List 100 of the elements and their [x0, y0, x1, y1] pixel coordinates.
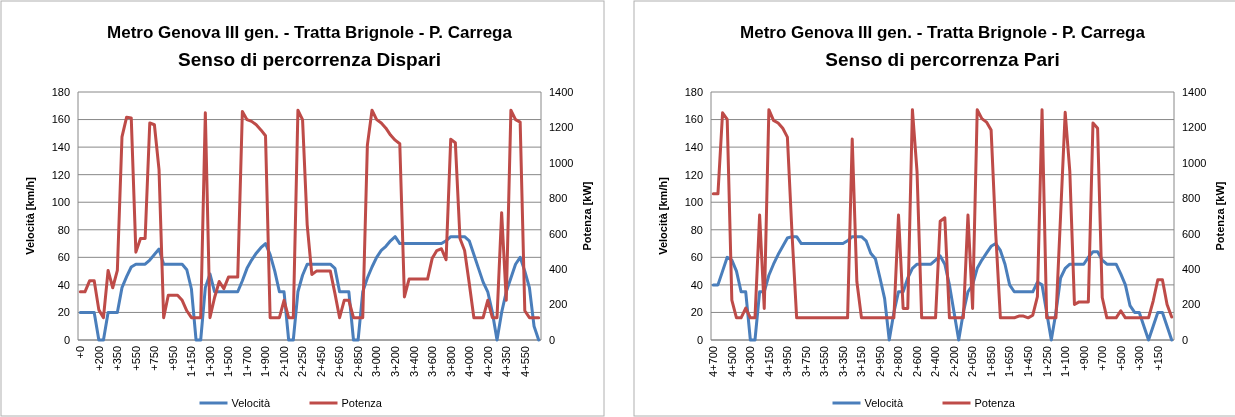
x-tick-label: 1+250 — [1040, 346, 1053, 377]
line-series — [78, 108, 541, 320]
y-tick-label: 120 — [51, 168, 70, 181]
x-tick-label: 2+250 — [296, 346, 309, 377]
y-tick-label: 180 — [51, 85, 70, 98]
y2-tick-label: 800 — [549, 192, 568, 205]
y2-tick-label: 0 — [1182, 333, 1189, 346]
y-tick-label: 140 — [684, 140, 703, 153]
y2-tick-label: 0 — [549, 333, 556, 346]
x-tick-label: 2+200 — [947, 346, 960, 377]
x-tick-label: 4+500 — [725, 346, 738, 377]
x-tick-label: 2+850 — [351, 346, 364, 377]
x-tick-label: 3+550 — [818, 346, 831, 377]
x-tick-label: 3+950 — [781, 346, 794, 377]
x-tick-label: 3+350 — [836, 346, 849, 377]
x-tick-label: +150 — [1151, 346, 1164, 371]
y2-tick-label: 1200 — [1182, 121, 1207, 134]
x-tick-label: 2+800 — [892, 346, 905, 377]
legend-label: Potenza — [341, 396, 383, 409]
x-tick-label: 2+950 — [873, 346, 886, 377]
y2-tick-label: 400 — [549, 262, 568, 275]
y2-axis-title: Potenza [kW] — [581, 181, 593, 251]
y-axis-title: Velocità [km/h] — [24, 176, 36, 255]
x-tick-label: 4+000 — [463, 346, 476, 377]
y2-tick-label: 800 — [1182, 192, 1201, 205]
y-tick-label: 0 — [63, 333, 70, 346]
x-tick-label: 4+150 — [762, 346, 775, 377]
x-tick-label: 1+700 — [240, 346, 253, 377]
chart-subtitle: Senso di percorrenza Dispari — [178, 49, 441, 70]
x-tick-label: 2+650 — [333, 346, 346, 377]
x-tick-label: +700 — [1096, 346, 1109, 371]
y-axis-title: Velocità [km/h] — [657, 176, 669, 255]
x-tick-label: +350 — [111, 346, 124, 371]
y-tick-label: 60 — [57, 251, 70, 264]
x-tick-label: +950 — [166, 346, 179, 371]
x-tick-label: 2+450 — [314, 346, 327, 377]
line-series — [711, 108, 1174, 320]
y2-tick-label: 600 — [1182, 227, 1201, 240]
y-tick-label: 20 — [690, 306, 703, 319]
y-tick-label: 120 — [684, 168, 703, 181]
x-tick-label: 1+850 — [984, 346, 997, 377]
y-tick-label: 80 — [690, 223, 703, 236]
x-tick-label: 3+800 — [444, 346, 457, 377]
x-tick-label: 3+200 — [389, 346, 402, 377]
y2-axis-title: Potenza [kW] — [1214, 181, 1226, 251]
x-tick-label: +300 — [1133, 346, 1146, 371]
y2-tick-label: 200 — [1182, 298, 1201, 311]
y2-tick-label: 1000 — [1182, 156, 1207, 169]
chart-subtitle: Senso di percorrenza Pari — [825, 49, 1060, 70]
y2-tick-label: 1400 — [549, 85, 574, 98]
x-tick-label: 2+600 — [910, 346, 923, 377]
chart-title: Metro Genova III gen. - Tratta Brignole - P. Carrega — [740, 23, 1146, 42]
x-tick-label: +550 — [129, 346, 142, 371]
x-tick-label: 2+050 — [966, 346, 979, 377]
x-tick-label: 4+700 — [707, 346, 720, 377]
y-tick-label: 60 — [690, 251, 703, 264]
y-tick-label: 160 — [51, 113, 70, 126]
x-tick-label: +750 — [148, 346, 161, 371]
y2-tick-label: 200 — [549, 298, 568, 311]
x-tick-label: 1+300 — [203, 346, 216, 377]
x-tick-label: +500 — [1114, 346, 1127, 371]
y-tick-label: 20 — [57, 306, 70, 319]
y-tick-label: 40 — [57, 278, 70, 291]
x-tick-label: 4+550 — [518, 346, 531, 377]
x-tick-label: 3+000 — [370, 346, 383, 377]
x-tick-label: 4+300 — [744, 346, 757, 377]
x-tick-label: 1+500 — [222, 346, 235, 377]
x-tick-label: 3+400 — [407, 346, 420, 377]
y2-tick-label: 400 — [1182, 262, 1201, 275]
y-tick-label: 40 — [690, 278, 703, 291]
chart-title: Metro Genova III gen. - Tratta Brignole - P. Carrega — [107, 23, 513, 42]
y-tick-label: 0 — [696, 333, 703, 346]
x-tick-label: +200 — [92, 346, 105, 371]
x-tick-label: 2+400 — [929, 346, 942, 377]
x-tick-label: 4+350 — [500, 346, 513, 377]
x-tick-label: +0 — [74, 346, 87, 359]
x-tick-label: 2+100 — [277, 346, 290, 377]
y-tick-label: 180 — [684, 85, 703, 98]
legend-label: Velocità — [864, 396, 904, 409]
y2-tick-label: 1000 — [549, 156, 574, 169]
legend-label: Velocità — [231, 396, 271, 409]
x-tick-label: 3+600 — [426, 346, 439, 377]
legend-label: Potenza — [974, 396, 1016, 409]
y2-tick-label: 1400 — [1182, 85, 1207, 98]
y-tick-label: 140 — [51, 140, 70, 153]
y-tick-label: 80 — [57, 223, 70, 236]
x-tick-label: 1+450 — [1022, 346, 1035, 377]
y2-tick-label: 1200 — [549, 121, 574, 134]
x-tick-label: 3+150 — [855, 346, 868, 377]
x-tick-label: 1+100 — [1059, 346, 1072, 377]
x-tick-label: 4+200 — [481, 346, 494, 377]
y-tick-label: 100 — [684, 196, 703, 209]
y2-tick-label: 600 — [549, 227, 568, 240]
x-tick-label: +900 — [1077, 346, 1090, 371]
x-tick-label: 1+900 — [259, 346, 272, 377]
y-tick-label: 160 — [684, 113, 703, 126]
x-tick-label: 1+650 — [1003, 346, 1016, 377]
x-tick-label: 1+150 — [185, 346, 198, 377]
x-tick-label: 3+750 — [799, 346, 812, 377]
y-tick-label: 100 — [51, 196, 70, 209]
